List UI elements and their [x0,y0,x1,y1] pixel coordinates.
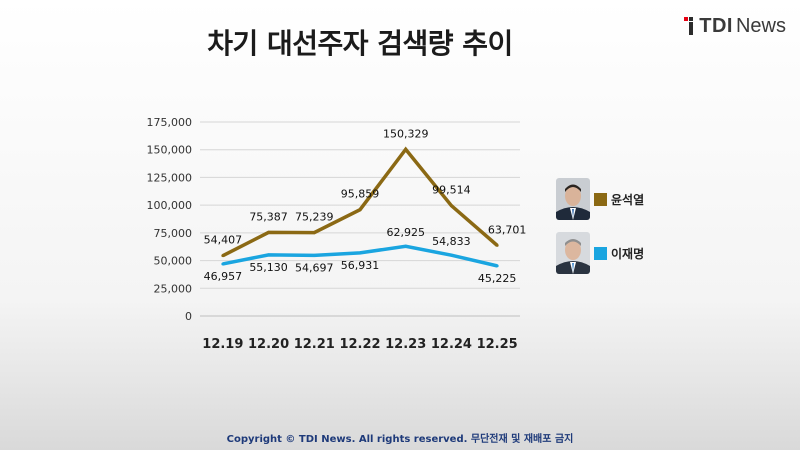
data-label: 75,239 [295,211,334,224]
data-label: 46,957 [204,270,243,283]
data-label: 75,387 [249,210,288,223]
legend-swatch-lee [594,246,607,260]
logo-sub: News [735,14,786,37]
y-tick-label: 25,000 [154,282,193,295]
data-label: 56,931 [341,259,380,272]
y-tick-label: 100,000 [147,199,193,212]
tdi-news-logo: TDI News [684,14,786,38]
data-label: 55,130 [249,261,288,274]
tdi-logo-icon [684,15,696,37]
data-point [495,264,499,268]
y-tick-label: 150,000 [147,144,193,157]
y-tick-label: 125,000 [147,171,193,184]
data-point [221,254,225,258]
x-tick-label: 12.24 [431,337,472,352]
data-point [312,253,316,257]
x-tick-label: 12.25 [477,337,518,352]
y-tick-label: 50,000 [154,255,193,268]
data-point [449,204,453,208]
data-point [312,231,316,235]
y-tick-label: 175,000 [147,116,193,129]
data-point [267,253,271,257]
data-label: 95,859 [341,188,380,201]
data-label: 54,697 [295,261,334,274]
chart-title: 차기 대선주자 검색량 추이 [207,27,513,60]
data-point [221,262,225,266]
legend-item-lee: 이재명 [556,232,644,274]
x-tick-label: 12.21 [294,337,335,352]
data-label: 45,225 [478,272,517,285]
data-point [358,251,362,255]
copyright-text: Copyright © TDI News. All rights reserve… [226,434,574,445]
candidate-photo-yoon [556,178,590,220]
x-tick-label: 12.19 [202,337,243,352]
data-point [267,230,271,234]
data-label: 150,329 [383,127,429,140]
data-point [404,244,408,248]
data-label: 54,833 [432,235,471,248]
data-label: 62,925 [386,226,425,239]
data-point [358,208,362,212]
y-tick-label: 75,000 [154,227,193,240]
data-label: 54,407 [204,234,243,247]
data-point [449,253,453,257]
data-label: 63,701 [488,223,527,236]
legend-item-yoon: 윤석열 [556,178,644,220]
legend-label-lee: 이재명 [611,246,645,261]
logo-brand: TDI [699,14,733,37]
data-point [404,147,408,151]
x-tick-label: 12.22 [339,337,380,352]
y-tick-label: 0 [185,310,192,323]
legend-swatch-yoon [594,192,607,206]
data-point [495,243,499,247]
legend-label-yoon: 윤석열 [611,192,645,207]
data-label: 99,514 [432,184,471,197]
candidate-photo-lee [556,232,590,274]
x-tick-label: 12.23 [385,337,426,352]
x-tick-label: 12.20 [248,337,289,352]
